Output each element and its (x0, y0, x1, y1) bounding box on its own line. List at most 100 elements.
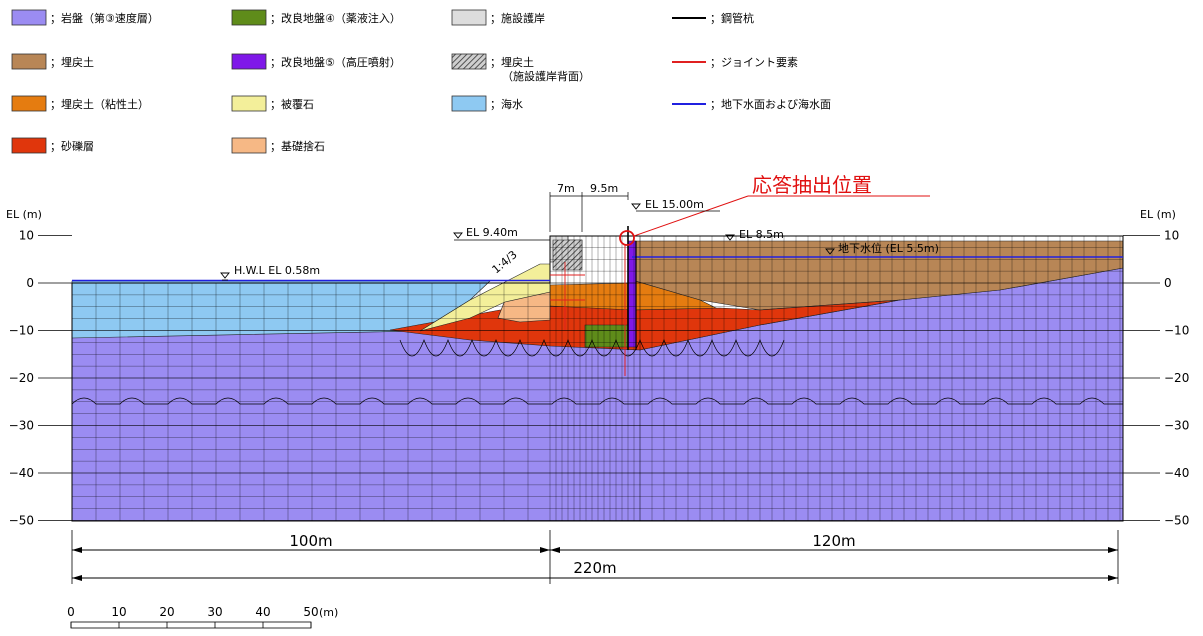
legend-item-improved5: ；改良地盤⑤（高圧噴射） (231, 53, 401, 70)
scale-tick-label: 40 (255, 605, 270, 619)
legend-swatch (231, 137, 267, 154)
y-tick-label: −20 (1164, 371, 1189, 385)
arrowhead (550, 547, 560, 553)
annotations: 応答抽出位置 EL 15.00m EL 9.40m EL 8.5m 地下水位 (EL 5… (220, 173, 939, 281)
legend-swatch (231, 95, 267, 112)
legend-item-improved4: ；改良地盤④（薬液注入） (231, 9, 401, 26)
scale-tick-label: 0 (67, 605, 75, 619)
legend-item-rock: ；岩盤（第③速度層） (11, 9, 159, 26)
scale-bar: 0 10 20 30 40 50 (m) (67, 605, 338, 629)
dim-220m-label: 220m (573, 559, 616, 577)
y-tick-label: 10 (1164, 229, 1179, 243)
legend-item-revetment: ；施設護岸 (451, 9, 545, 26)
legend-label: ；施設護岸 (490, 11, 545, 25)
arrowhead (72, 547, 82, 553)
legend-swatch (231, 9, 267, 26)
scale-tick-label: 50 (303, 605, 318, 619)
legend-swatch (451, 95, 487, 112)
response-point-label: 応答抽出位置 (752, 173, 872, 197)
backfill-hatch (552, 239, 583, 271)
legend-item-gravel: ；砂礫層 (11, 137, 94, 154)
legend-label: ；埋戻土（粘性土） (50, 97, 149, 111)
level-marker (825, 248, 835, 255)
legend-swatch (451, 9, 487, 26)
legend-item-fill_clay: ；埋戻土（粘性土） (11, 95, 149, 112)
el-1500-label: EL 15.00m (645, 198, 704, 211)
legend-item-water_level: ；地下水面および海水面 (672, 97, 831, 111)
legend-label: ；改良地盤⑤（高圧噴射） (270, 55, 401, 69)
legend-label: ；海水 (490, 97, 523, 111)
legend: ；岩盤（第③速度層） ；埋戻土 ；埋戻土（粘性土） ；砂礫層 ；改良地盤④（薬液注入） ；… (11, 9, 831, 154)
scale-tick-label: 10 (111, 605, 126, 619)
arrowhead (540, 547, 550, 553)
y-axis-label-right: EL (m) (1140, 208, 1176, 221)
el-85-label: EL 8.5m (739, 228, 784, 241)
mesh-boundary (72, 397, 1123, 405)
scale-tick-label: 20 (159, 605, 174, 619)
legend-label: ；砂礫層 (50, 139, 94, 153)
legend-swatch (231, 53, 267, 70)
dim-7m-label: 7m (557, 182, 575, 195)
legend-label: ；基礎捨石 (270, 139, 325, 153)
legend-item-armor: ；被覆石 (231, 95, 314, 112)
legend-item-rubble: ；基礎捨石 (231, 137, 325, 154)
legend-label: ；岩盤（第③速度層） (50, 11, 159, 25)
y-tick-label: −50 (9, 514, 34, 528)
legend-swatch (11, 53, 47, 70)
y-tick-label: −10 (1164, 324, 1189, 338)
level-marker (725, 234, 735, 241)
y-tick-label: −50 (1164, 514, 1189, 528)
structural-lines (72, 226, 1123, 376)
legend-label: ；鋼管杭 (710, 11, 754, 25)
y-axis-label-left: EL (m) (6, 208, 42, 221)
legend-item-pile: ；鋼管杭 (672, 11, 754, 25)
legend-item-seawater: ；海水 (451, 95, 523, 112)
y-tick-label: −30 (1164, 419, 1189, 433)
legend-swatch (11, 95, 47, 112)
y-tick-label: −20 (9, 371, 34, 385)
legend-swatch (451, 53, 487, 70)
legend-label: ；埋戻土 (490, 56, 534, 69)
improved-ground-4 (584, 324, 629, 348)
legend-label-sub: （施設護岸背面） (502, 69, 590, 83)
elevation-axes: EL (m) EL (m) 10 10 0 0 −10 −10 −20 −20 −30 −30 −40 −… (6, 208, 1189, 528)
dim-100m-label: 100m (289, 532, 332, 550)
y-tick-label: 10 (19, 229, 34, 243)
arrowhead (1108, 575, 1118, 581)
y-tick-label: −10 (9, 324, 34, 338)
response-point-circle (619, 230, 635, 246)
level-marker (631, 203, 641, 210)
y-tick-label: 0 (1164, 276, 1172, 290)
el-940-label: EL 9.40m (466, 226, 518, 239)
legend-label: ；地下水面および海水面 (710, 97, 831, 111)
fem-mesh (72, 236, 1123, 521)
arrowhead (1108, 547, 1118, 553)
legend-swatch (11, 137, 47, 154)
section-outline (71, 235, 1124, 522)
scale-tick-label: 30 (207, 605, 222, 619)
slope-label: 1:4/3 (490, 248, 520, 276)
legend-label: ；埋戻土 (50, 56, 94, 69)
legend-label: ；ジョイント要素 (710, 56, 798, 69)
mesh-boundary (399, 339, 785, 357)
level-marker (453, 232, 463, 239)
hwl-label: H.W.L EL 0.58m (234, 264, 320, 277)
legend-label: ；被覆石 (270, 98, 314, 111)
legend-item-fill: ；埋戻土 (11, 53, 94, 70)
y-tick-label: −30 (9, 419, 34, 433)
dim-95m-label: 9.5m (590, 182, 618, 195)
y-tick-label: −40 (9, 466, 34, 480)
legend-item-backfill: ；埋戻土（施設護岸背面） (451, 53, 590, 83)
y-tick-label: 0 (26, 276, 34, 290)
scale-unit-label: (m) (319, 606, 338, 619)
scale-bar-rect (70, 621, 312, 629)
groundwater-label: 地下水位 (EL 5.5m) (838, 241, 939, 255)
level-marker (220, 272, 230, 279)
dim-120m-label: 120m (812, 532, 855, 550)
arrowhead (72, 575, 82, 581)
legend-label: ；改良地盤④（薬液注入） (270, 11, 401, 25)
soil-section (71, 235, 1124, 522)
dimension-lines: 100m 120m 220m (71, 530, 1119, 584)
legend-item-joint: ；ジョイント要素 (672, 56, 798, 69)
